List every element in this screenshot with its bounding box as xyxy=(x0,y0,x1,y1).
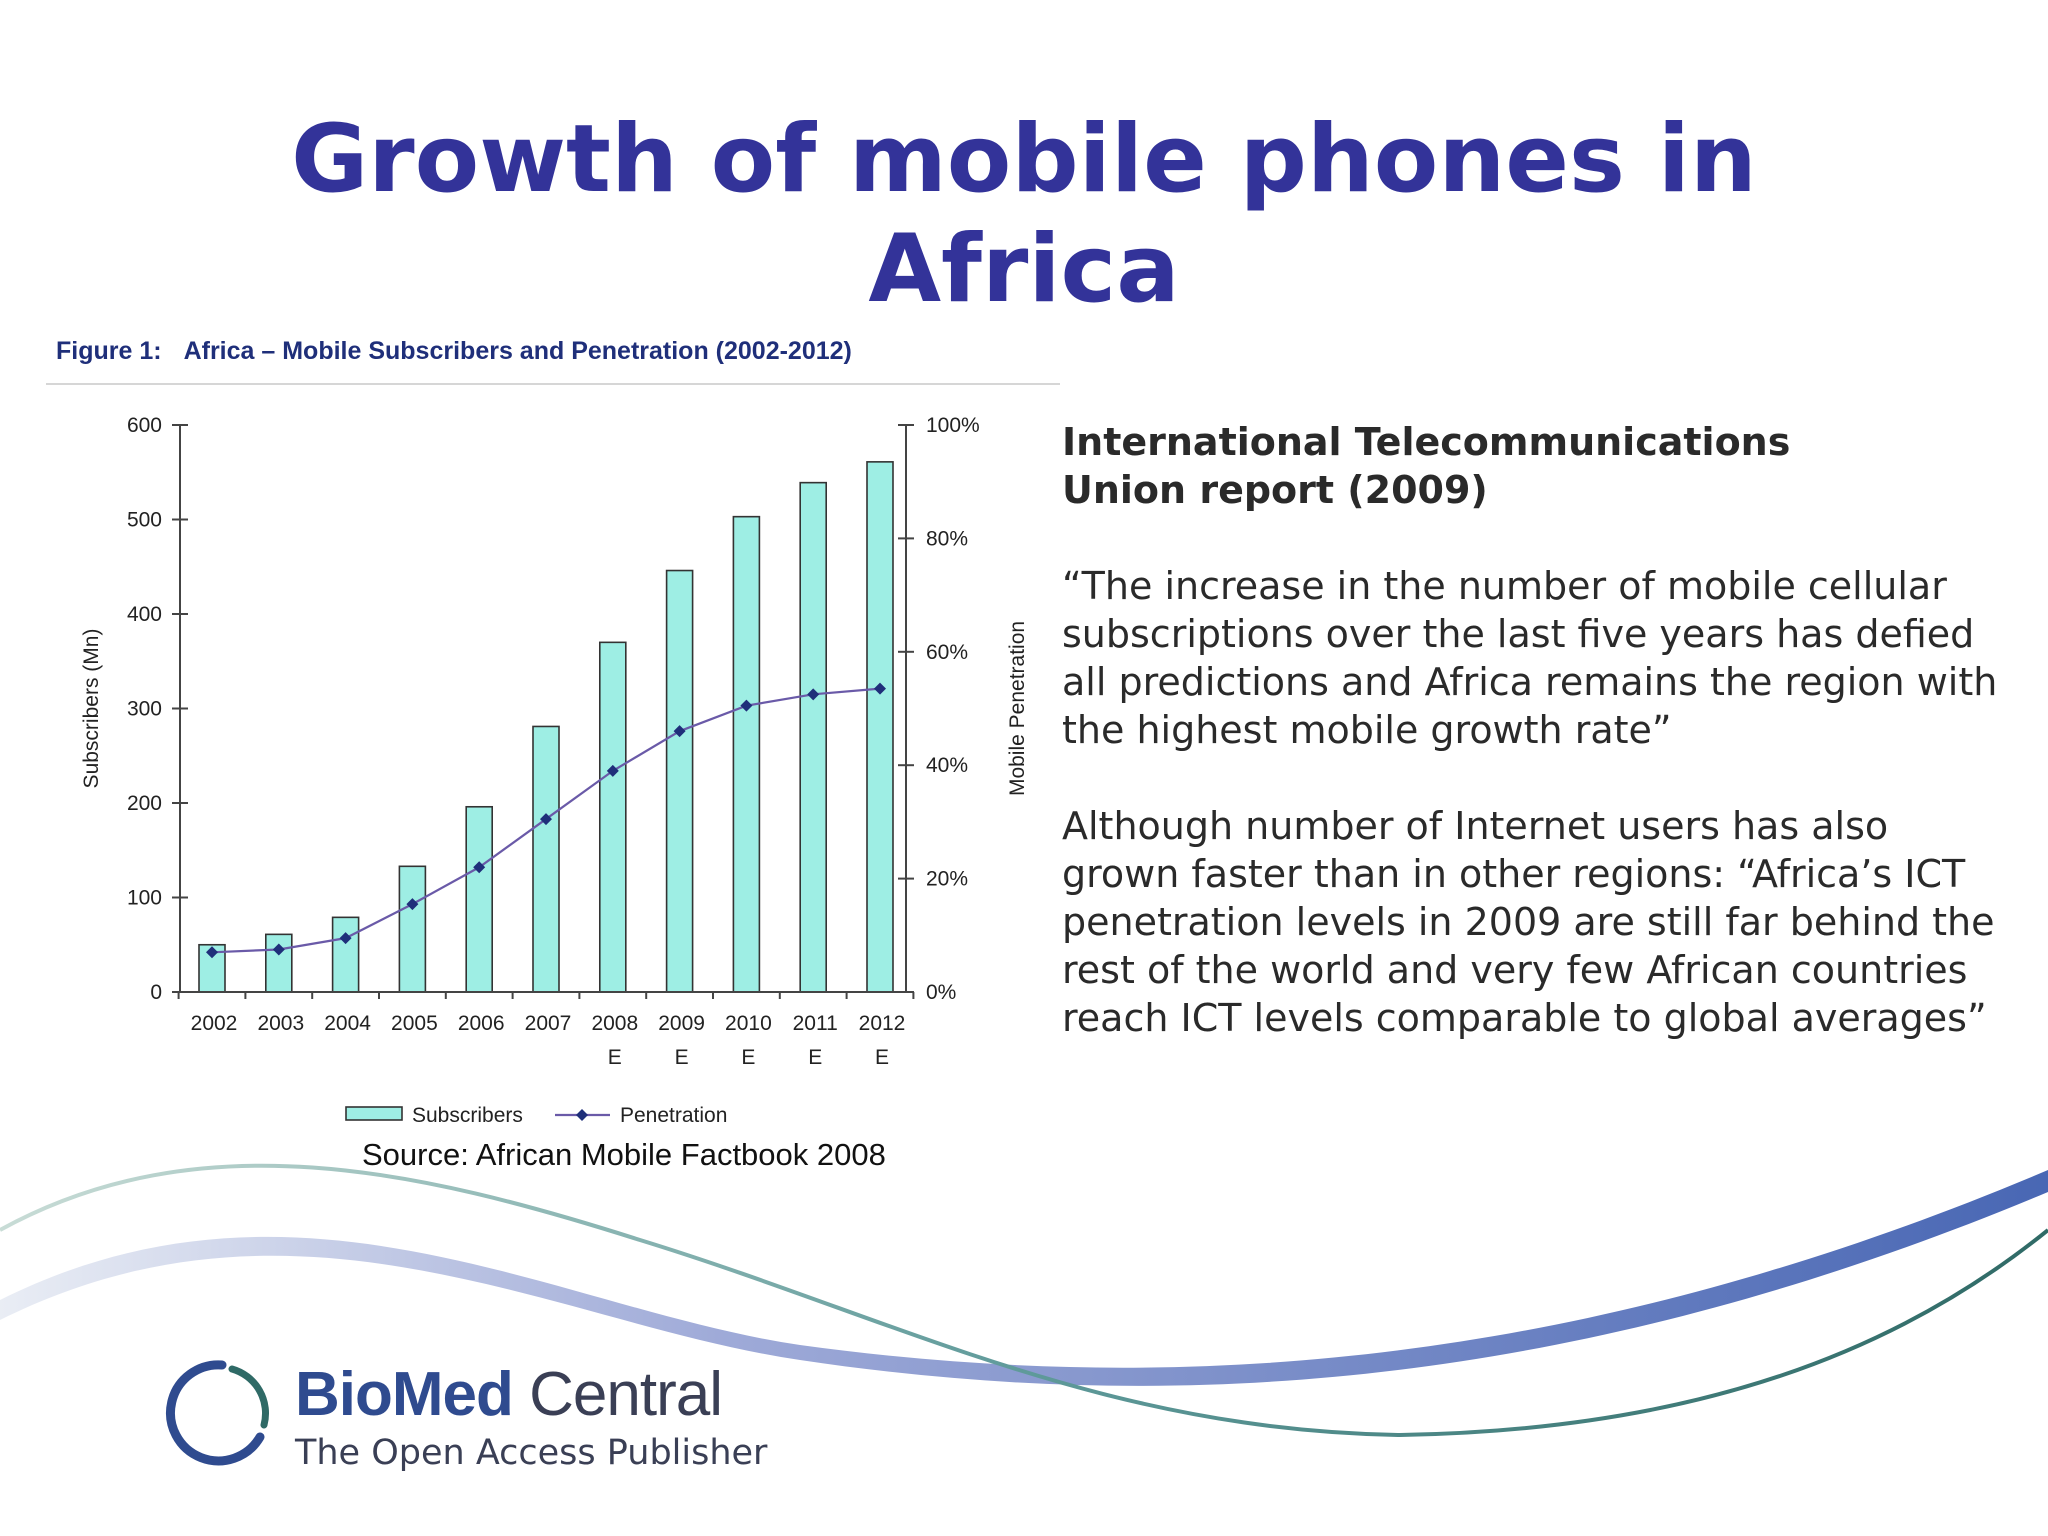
x-tick-label: 2011 xyxy=(793,1012,838,1035)
subscribers-penetration-chart: 0 100 200 300 400 500 600 0% 20% 40% 60% 80% 100% 200… xyxy=(80,414,1029,1127)
x-tick-label: 2009 xyxy=(658,1012,705,1035)
x-tick-label: 2012 xyxy=(859,1012,906,1035)
y-tick-label: 0 xyxy=(150,981,162,1004)
logo-bio: BioMed xyxy=(295,1360,514,1429)
legend-subscribers-swatch xyxy=(345,1106,403,1121)
report-heading-line2: Union report (2009) xyxy=(1062,468,1488,512)
swoosh-teal-line xyxy=(0,1163,2048,1438)
penetration-point-2002 xyxy=(206,946,218,959)
y2-tick-label: 80% xyxy=(926,527,968,550)
bar-2007 xyxy=(532,725,560,993)
penetration-point-2007 xyxy=(540,813,552,826)
y-axis-title: Subscribers (Mn) xyxy=(80,629,103,789)
slide-title-line1: Growth of mobile phones in xyxy=(291,105,1757,214)
x-tick-label: 2003 xyxy=(257,1012,304,1035)
logo-wordmark: BioMed Central xyxy=(295,1359,723,1430)
figure-divider xyxy=(46,383,1060,385)
x-tick-label: 2005 xyxy=(391,1012,438,1035)
slide-title: Growth of mobile phones in Africa xyxy=(0,105,2048,325)
x-tick-label: 2008 xyxy=(591,1012,638,1035)
legend-subscribers-label: Subscribers xyxy=(412,1104,523,1127)
decorative-swoosh xyxy=(0,1163,2048,1438)
biomed-central-logo: BioMed Central The Open Access Publisher xyxy=(160,1355,767,1475)
logo-circle-icon xyxy=(166,1360,270,1466)
x-tick-label: 2010 xyxy=(725,1012,772,1035)
penetration-point-2010 xyxy=(740,699,753,712)
x-tick-label: 2004 xyxy=(324,1012,371,1035)
x-tick-label: 2002 xyxy=(191,1012,238,1035)
penetration-point-2003 xyxy=(272,943,285,956)
y-tick-label: 100 xyxy=(127,887,162,910)
bar-2010 xyxy=(732,515,761,993)
legend-penetration-marker xyxy=(576,1109,588,1121)
slide-title-line2: Africa xyxy=(868,215,1180,324)
penetration-point-2006 xyxy=(473,861,486,874)
report-heading: International Telecommunications Union r… xyxy=(1062,418,2002,514)
y2-tick-label: 60% xyxy=(926,641,968,664)
figure-number: Figure 1: xyxy=(56,337,162,365)
penetration-point-2009 xyxy=(673,725,686,738)
y-tick-label: 300 xyxy=(127,698,162,721)
report-heading-line1: International Telecommunications xyxy=(1062,420,1791,464)
x-tick-label: 2006 xyxy=(458,1012,505,1035)
penetration-point-2005 xyxy=(406,898,419,911)
legend-penetration-label: Penetration xyxy=(620,1104,727,1127)
swoosh-blue-band xyxy=(0,1170,2048,1386)
penetration-point-2004 xyxy=(339,932,352,945)
itu-report: International Telecommunications Union r… xyxy=(1062,418,2002,1090)
x-tick-suffix: E xyxy=(608,1046,622,1069)
y-tick-label: 200 xyxy=(127,792,162,815)
penetration-point-2008 xyxy=(606,764,619,777)
figure-caption-text: Africa – Mobile Subscribers and Penetrat… xyxy=(183,337,852,365)
y2-tick-label: 20% xyxy=(926,868,968,891)
bar-2006 xyxy=(465,805,494,993)
logo-tagline: The Open Access Publisher xyxy=(295,1433,768,1473)
bar-2004 xyxy=(331,916,360,993)
y2-tick-label: 100% xyxy=(926,414,980,437)
x-tick-label: 2007 xyxy=(525,1012,572,1035)
y2-tick-label: 0% xyxy=(926,981,956,1004)
logo-central: Central xyxy=(512,1360,723,1429)
report-quote-internet: Although number of Internet users has al… xyxy=(1062,804,1995,1040)
y-tick-label: 600 xyxy=(127,414,162,437)
bar-2009 xyxy=(665,569,694,993)
penetration-point-2011 xyxy=(807,688,820,701)
x-tick-suffix: E xyxy=(675,1046,689,1069)
penetration-point-2012 xyxy=(874,682,886,695)
report-quote-growth: “The increase in the number of mobile ce… xyxy=(1062,564,1998,752)
bar-2011 xyxy=(799,481,828,993)
bar-2003 xyxy=(265,933,293,993)
y2-tick-label: 40% xyxy=(926,754,968,777)
x-tick-suffix: E xyxy=(808,1046,822,1069)
bar-2012 xyxy=(866,461,894,993)
bar-2008 xyxy=(598,641,627,993)
bar-2005 xyxy=(398,865,427,993)
chart-source: Source: African Mobile Factbook 2008 xyxy=(362,1137,886,1172)
y2-axis-title: Mobile Penetration xyxy=(1006,621,1029,796)
x-tick-suffix: E xyxy=(741,1046,755,1069)
y-tick-label: 500 xyxy=(127,509,162,532)
x-tick-suffix: E xyxy=(875,1046,889,1069)
figure-caption: Figure 1: Africa – Mobile Subscribers and… xyxy=(56,337,852,366)
y-tick-label: 400 xyxy=(127,603,162,626)
